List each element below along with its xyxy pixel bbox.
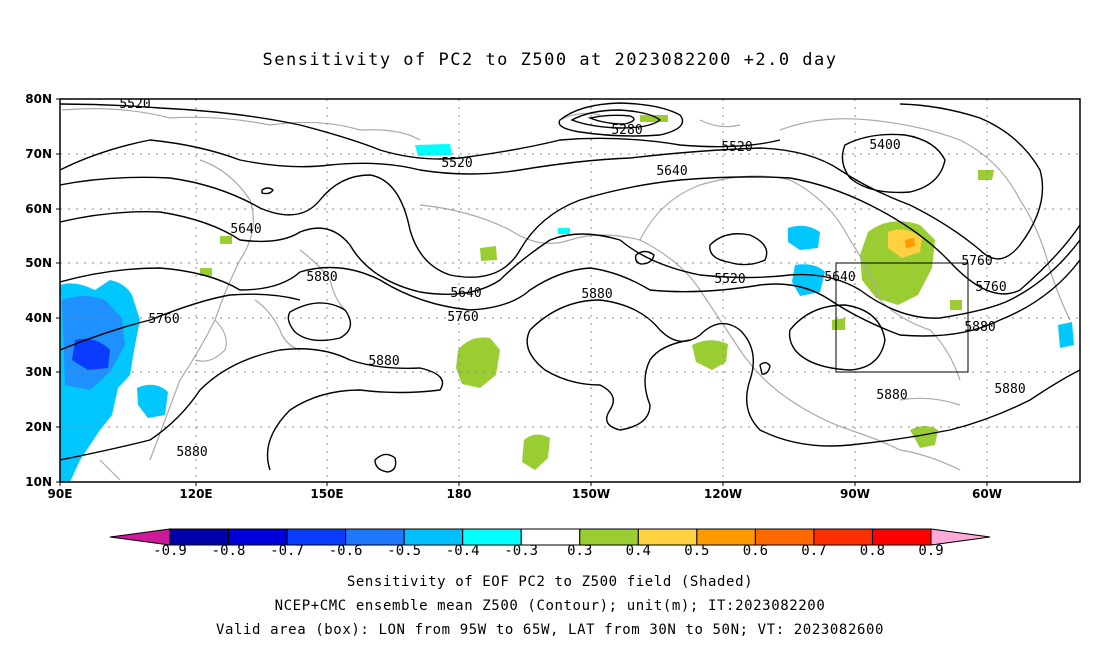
lat-label-70n: 70N: [25, 147, 52, 161]
colorbar-tick-label: 0.8: [859, 543, 886, 559]
axis-ticks: [56, 98, 988, 486]
colorbar-tick-label: -0.4: [445, 543, 480, 559]
contour-label: 5520: [119, 97, 150, 112]
lat-label-30n: 30N: [25, 365, 52, 379]
contour-label: 5880: [306, 270, 337, 285]
caption-line-2: NCEP+CMC ensemble mean Z500 (Contour); u…: [274, 598, 826, 614]
coastlines: [61, 108, 1071, 481]
lon-label-120w: 120W: [703, 487, 743, 501]
contour-label: 5280: [611, 123, 642, 138]
colorbar-right-arrow: [930, 528, 991, 546]
colorbar-tick-label: 0.9: [918, 543, 944, 559]
contour-label: 5880: [581, 287, 612, 302]
caption-line-1: Sensitivity of EOF PC2 to Z500 field (Sh…: [346, 574, 754, 590]
contour-label: 5520: [721, 140, 752, 155]
lon-label-180: 180: [446, 487, 472, 501]
colorbar-tick-label: -0.9: [153, 543, 187, 559]
lon-label-90w: 90W: [840, 487, 870, 501]
lat-label-50n: 50N: [25, 256, 52, 270]
caption-line-3: Valid area (box): LON from 95W to 65W, L…: [215, 622, 885, 638]
contour-label: 5640: [656, 164, 687, 179]
contour-label: 5760: [447, 310, 478, 325]
z500-contours: [60, 102, 1080, 473]
colorbar-tick-label: -0.8: [211, 543, 246, 559]
contour-label: 5880: [176, 445, 207, 460]
plot-frame: [59, 98, 1081, 483]
contour-label: 5880: [964, 320, 995, 335]
contour-label: 5640: [824, 270, 855, 285]
lat-label-20n: 20N: [25, 420, 52, 434]
colorbar-tick-label: 0.4: [625, 543, 651, 559]
contour-label: 5760: [961, 254, 992, 269]
colorbar-tick-label: -0.7: [270, 543, 304, 559]
colorbar-tick-label: -0.6: [328, 543, 363, 559]
colorbar-tick-label: 0.6: [742, 543, 769, 559]
lat-label-10n: 10N: [25, 475, 52, 489]
lat-label-60n: 60N: [25, 202, 52, 216]
colorbar-tick-label: -0.3: [504, 543, 539, 559]
colorbar-left-arrow: [109, 528, 171, 546]
contour-label: 5760: [148, 312, 179, 327]
contour-label: 5640: [450, 286, 481, 301]
contour-label: 5880: [368, 354, 399, 369]
map-title: Sensitivity of PC2 to Z500 at 2023082200…: [262, 50, 838, 70]
contour-labels: 5520 5280 5520 5400 5520 5640 5640 5880 5640 5760…: [119, 97, 1025, 460]
colorbar-tick-label: 0.5: [684, 543, 710, 559]
contour-label: 5400: [869, 138, 900, 153]
lat-label-80n: 80N: [25, 92, 52, 106]
lon-label-90e: 90E: [47, 487, 73, 501]
colorbar-boxes: [169, 528, 932, 546]
contour-label: 5760: [975, 280, 1006, 295]
lon-label-60w: 60W: [972, 487, 1002, 501]
colorbar-tick-label: 0.3: [567, 543, 593, 559]
lon-label-120e: 120E: [179, 487, 213, 501]
valid-area-box: [835, 262, 969, 373]
lon-label-150e: 150E: [310, 487, 344, 501]
lon-label-150w: 150W: [571, 487, 611, 501]
contour-label: 5640: [230, 222, 261, 237]
contour-label: 5880: [994, 382, 1025, 397]
negative-sensitivity-shading: [60, 144, 1074, 482]
contour-label: 5520: [714, 272, 745, 287]
lat-label-40n: 40N: [25, 311, 52, 325]
colorbar-tick-label: 0.7: [801, 543, 827, 559]
colorbar-tick-label: -0.5: [387, 543, 421, 559]
contour-label: 5880: [876, 388, 907, 403]
contour-label: 5520: [441, 156, 472, 171]
